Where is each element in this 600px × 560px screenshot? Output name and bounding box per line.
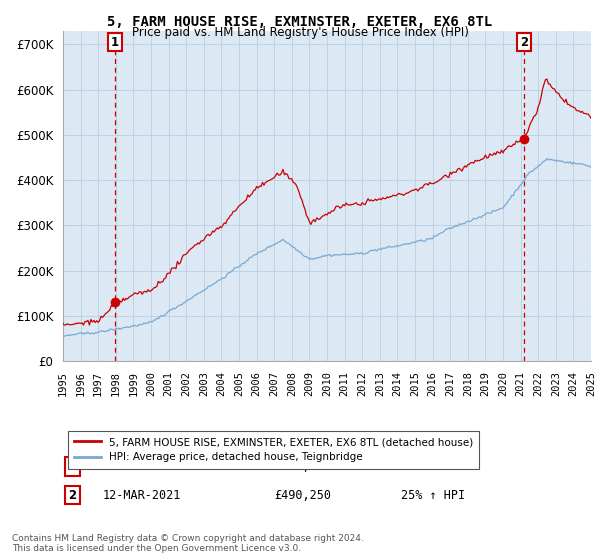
Text: 1: 1 (68, 460, 77, 473)
Text: Contains HM Land Registry data © Crown copyright and database right 2024.
This d: Contains HM Land Registry data © Crown c… (12, 534, 364, 553)
Text: £490,250: £490,250 (274, 488, 331, 502)
Text: £130,000: £130,000 (274, 460, 331, 473)
Text: Price paid vs. HM Land Registry's House Price Index (HPI): Price paid vs. HM Land Registry's House … (131, 26, 469, 39)
Text: 5, FARM HOUSE RISE, EXMINSTER, EXETER, EX6 8TL: 5, FARM HOUSE RISE, EXMINSTER, EXETER, E… (107, 15, 493, 29)
Text: 34% ↑ HPI: 34% ↑ HPI (401, 460, 465, 473)
Text: 19-DEC-1997: 19-DEC-1997 (103, 460, 181, 473)
Text: 2: 2 (68, 488, 77, 502)
Text: 25% ↑ HPI: 25% ↑ HPI (401, 488, 465, 502)
Text: 1: 1 (111, 36, 119, 49)
Text: 12-MAR-2021: 12-MAR-2021 (103, 488, 181, 502)
Legend: 5, FARM HOUSE RISE, EXMINSTER, EXETER, EX6 8TL (detached house), HPI: Average pr: 5, FARM HOUSE RISE, EXMINSTER, EXETER, E… (68, 431, 479, 469)
Text: 2: 2 (520, 36, 528, 49)
